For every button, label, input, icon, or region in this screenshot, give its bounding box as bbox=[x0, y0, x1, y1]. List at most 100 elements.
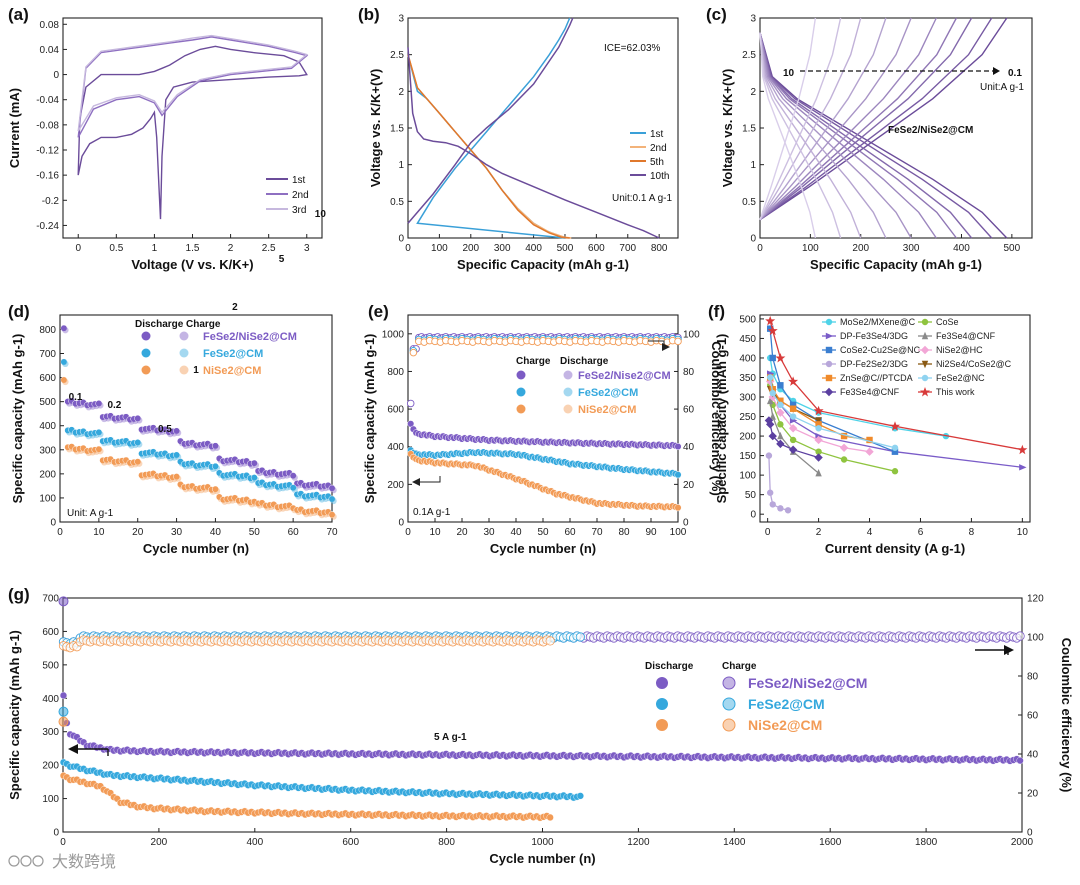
x-tick-label: 300 bbox=[494, 243, 511, 254]
y-axis-label: Voltage vs. K/K+(V) bbox=[368, 69, 383, 188]
x-tick-label: 0 bbox=[405, 243, 411, 254]
y-tick-label: 200 bbox=[39, 469, 56, 480]
comparison-point bbox=[768, 431, 777, 441]
legend-marker-discharge bbox=[563, 387, 573, 397]
rate-label: 0.1 bbox=[69, 392, 83, 403]
x-tick-label: 70 bbox=[591, 527, 603, 538]
y-tick-label: 0 bbox=[50, 518, 56, 529]
y2-axis-label: Coulombic efficiency (%) bbox=[709, 341, 724, 496]
rate-discharge-curve bbox=[759, 32, 957, 239]
legend-title-discharge: Discharge bbox=[560, 356, 609, 367]
comparison-point bbox=[784, 507, 792, 514]
rate-charge-curve bbox=[759, 17, 887, 221]
x-tick-label: 1600 bbox=[819, 837, 842, 848]
rate-point-discharge bbox=[289, 484, 297, 492]
first-cycle-point bbox=[58, 706, 69, 717]
y2-tick-label: 60 bbox=[683, 405, 695, 416]
comparison-point bbox=[788, 376, 799, 386]
rate-charge-curve bbox=[759, 17, 993, 221]
x-tick-label: 1 bbox=[152, 243, 158, 254]
rate-point-charge bbox=[252, 461, 259, 469]
rate-discharge-curve bbox=[759, 32, 937, 239]
y-tick-label: 400 bbox=[39, 421, 56, 432]
x-axis-label: Cycle number (n) bbox=[489, 851, 595, 866]
x-tick-label: 60 bbox=[288, 527, 300, 538]
legend-marker bbox=[825, 332, 834, 340]
y-tick-label: 700 bbox=[39, 349, 56, 360]
arrow-head-icon bbox=[68, 744, 78, 754]
legend-marker-discharge bbox=[656, 677, 668, 689]
comparison-point bbox=[765, 420, 775, 429]
comparison-point bbox=[815, 425, 822, 432]
x-tick-label: 1800 bbox=[915, 837, 938, 848]
comparison-point bbox=[1017, 444, 1028, 455]
rate-point-discharge bbox=[328, 484, 336, 492]
annotation-unit: Unit:0.1 A g-1 bbox=[612, 193, 672, 204]
comparison-point bbox=[769, 501, 776, 508]
rate-charge-curve bbox=[759, 17, 817, 220]
x-tick-label: 800 bbox=[651, 243, 668, 254]
comparison-point bbox=[769, 412, 776, 420]
x-tick-label: 0 bbox=[60, 837, 66, 848]
x-tick-label: 70 bbox=[326, 527, 338, 538]
rate-label: 0.2 bbox=[107, 400, 121, 411]
rate-point-charge bbox=[97, 447, 104, 455]
cycle-point-capacity bbox=[546, 813, 554, 822]
rate-charge-curve bbox=[759, 17, 862, 221]
rate-point-discharge bbox=[134, 414, 142, 422]
y2-tick-label: 120 bbox=[1027, 594, 1044, 605]
x-tick-label: 2.5 bbox=[262, 243, 276, 254]
comparison-point bbox=[840, 456, 848, 463]
y-tick-label: 2.5 bbox=[742, 50, 756, 61]
comparison-point bbox=[766, 396, 774, 405]
y-tick-label: 1 bbox=[398, 160, 404, 171]
arrow-left-icon bbox=[416, 476, 441, 483]
rate-label: 10 bbox=[315, 209, 327, 220]
legend-entry: FeSe2@CM bbox=[203, 348, 263, 360]
rate-point-discharge bbox=[211, 485, 219, 493]
watermark-logo-icon bbox=[20, 855, 32, 867]
watermark-text: 大数跨境 bbox=[52, 852, 116, 871]
legend-entry: This work bbox=[936, 387, 975, 397]
comparison-point bbox=[767, 325, 778, 336]
cycle-point-ce bbox=[1015, 631, 1025, 641]
x-axis-label: Voltage (V vs. K/K+) bbox=[131, 257, 253, 272]
legend-marker-charge bbox=[179, 348, 189, 358]
legend-title-discharge: Discharge bbox=[135, 319, 184, 330]
comparison-point bbox=[777, 397, 784, 405]
y-tick-label: 3 bbox=[398, 14, 404, 25]
rate-charge-curve bbox=[759, 17, 973, 221]
rate-discharge-curve bbox=[759, 32, 993, 239]
y-tick-label: 0 bbox=[53, 70, 59, 81]
x-tick-label: 200 bbox=[151, 837, 168, 848]
y-tick-label: 600 bbox=[387, 405, 404, 416]
y2-tick-label: 40 bbox=[683, 442, 695, 453]
comparison-point bbox=[766, 325, 774, 332]
y-tick-label: 400 bbox=[42, 694, 59, 705]
x-tick-label: 3 bbox=[304, 243, 310, 254]
rate-point-charge bbox=[97, 431, 104, 438]
rate-charge-curve bbox=[759, 17, 958, 221]
legend-marker bbox=[825, 346, 833, 354]
cycle-point-ce bbox=[674, 337, 682, 346]
legend-marker bbox=[825, 318, 833, 326]
x-tick-label: 1200 bbox=[627, 837, 650, 848]
y2-tick-label: 0 bbox=[683, 518, 689, 529]
rate-charge-curve bbox=[759, 17, 1008, 221]
y-tick-label: 0 bbox=[398, 518, 404, 529]
y-tick-label: 0.04 bbox=[40, 45, 60, 56]
y-tick-label: 150 bbox=[739, 451, 756, 462]
rate-point-charge bbox=[213, 487, 221, 495]
rate-discharge-curve bbox=[759, 32, 842, 239]
arrow-head-icon bbox=[993, 67, 1000, 75]
legend-entry: 5th bbox=[650, 157, 664, 168]
legend-marker bbox=[920, 387, 930, 397]
x-tick-label: 8 bbox=[969, 527, 975, 538]
comparison-point bbox=[815, 421, 822, 428]
y-tick-label: 500 bbox=[42, 660, 59, 671]
arrow-right-icon bbox=[975, 649, 1009, 655]
x-tick-label: 1400 bbox=[723, 837, 746, 848]
y2-tick-label: 0 bbox=[1027, 828, 1033, 839]
y-tick-label: 2.5 bbox=[390, 50, 404, 61]
rate-point-charge bbox=[136, 460, 143, 467]
